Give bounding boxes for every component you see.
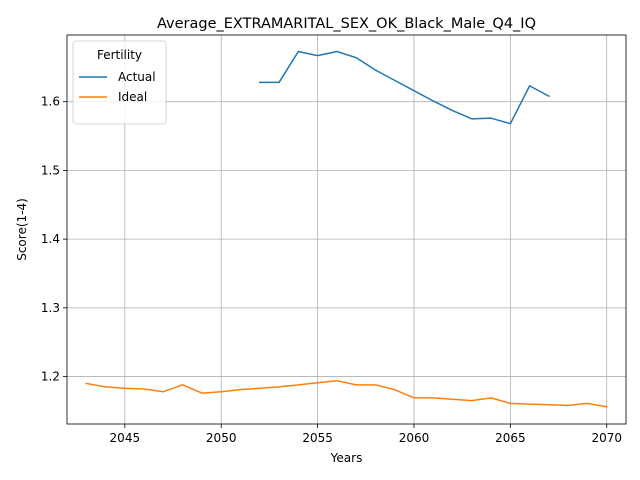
- plot-frame: [66, 34, 627, 425]
- series-lines: [85, 50, 608, 408]
- x-tick-label: 2060: [399, 431, 430, 445]
- legend: Fertility Actual Ideal: [72, 40, 167, 125]
- legend-box: [72, 40, 167, 125]
- legend-label-actual: Actual: [118, 70, 156, 84]
- legend-title: Fertility: [97, 48, 142, 62]
- y-tick-label: 1.6: [41, 95, 60, 109]
- x-axis-label: Years: [330, 451, 363, 465]
- x-tick-label: 2050: [206, 431, 237, 445]
- y-tick-label: 1.3: [41, 301, 60, 315]
- y-tick-label: 1.4: [41, 232, 60, 246]
- chart-title: Average_EXTRAMARITAL_SEX_OK_Black_Male_Q…: [157, 16, 536, 32]
- x-tick-label: 2065: [495, 431, 526, 445]
- y-axis-label: Score(1-4): [15, 198, 29, 261]
- legend-label-ideal: Ideal: [118, 90, 147, 104]
- x-tick-label: 2045: [110, 431, 141, 445]
- y-tick-label: 1.5: [41, 163, 60, 177]
- x-tick-label: 2070: [591, 431, 622, 445]
- series-line-actual: [259, 50, 550, 125]
- y-tick-label: 1.2: [41, 370, 60, 384]
- axis-ticks: 2045 2050 2055 2060 2065 2070 1.2 1.3 1.4 1.5 1.6: [41, 95, 622, 445]
- series-line-ideal: [85, 379, 608, 408]
- x-tick-label: 2055: [302, 431, 333, 445]
- grid-lines: [67, 35, 626, 424]
- legend-entries: Actual Ideal: [79, 70, 156, 104]
